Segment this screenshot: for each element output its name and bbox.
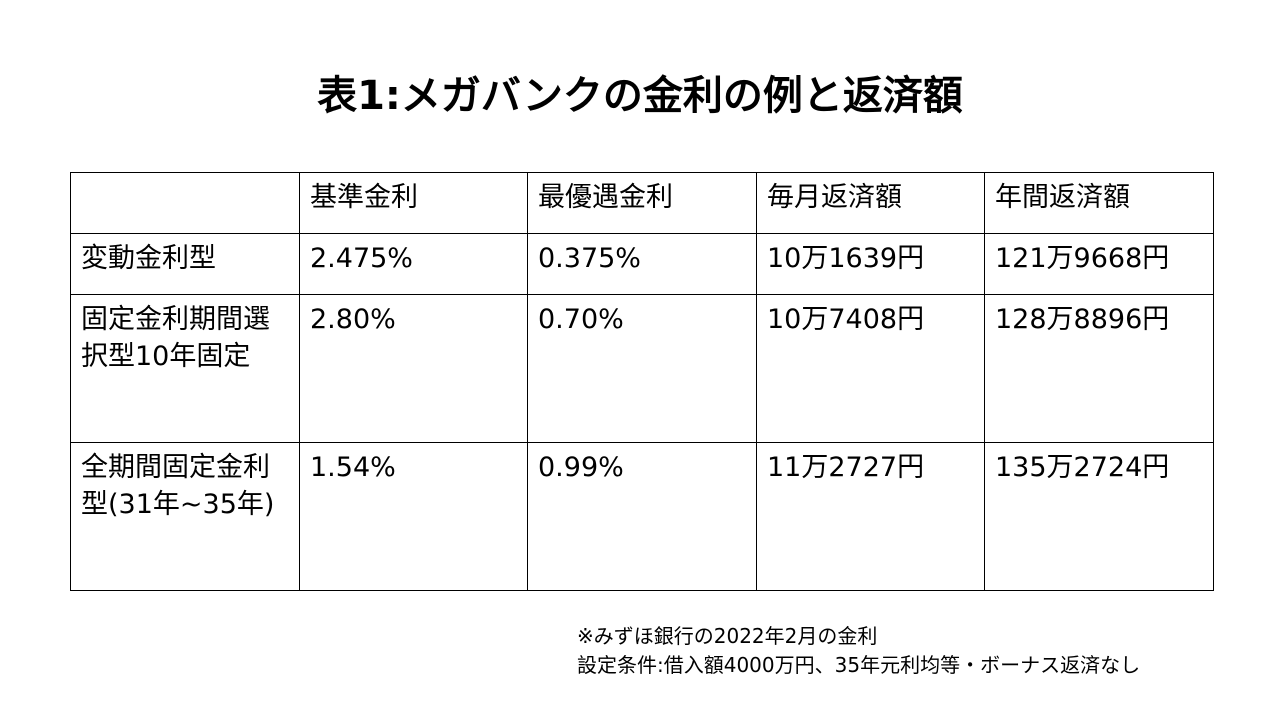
cell-base-rate: 2.80% [299, 294, 528, 443]
header-cell-base-rate: 基準金利 [299, 172, 528, 234]
header-cell-annual: 年間返済額 [984, 172, 1214, 234]
cell-base-rate: 2.475% [299, 233, 528, 295]
table-row: 変動金利型 2.475% 0.375% 10万1639円 121万9668円 [70, 233, 1214, 295]
rate-table: 基準金利 最優遇金利 毎月返済額 年間返済額 変動金利型 2.475% 0.37… [70, 172, 1214, 591]
cell-rate-type: 全期間固定金利型(31年~35年) [70, 442, 300, 591]
page-title: 表1:メガバンクの金利の例と返済額 [317, 73, 963, 119]
header-cell-best-rate: 最優遇金利 [527, 172, 757, 234]
table-row: 固定金利期間選択型10年固定 2.80% 0.70% 10万7408円 128万… [70, 294, 1214, 443]
footnote-source: ※みずほ銀行の2022年2月の金利 [577, 624, 878, 648]
footnote: ※みずほ銀行の2022年2月の金利 設定条件:借入額4000万円、35年元利均等… [577, 622, 1140, 680]
cell-best-rate: 0.70% [527, 294, 757, 443]
cell-monthly-payment: 10万1639円 [756, 233, 985, 295]
cell-monthly-payment: 10万7408円 [756, 294, 985, 443]
cell-rate-type: 固定金利期間選択型10年固定 [70, 294, 300, 443]
table-header-row: 基準金利 最優遇金利 毎月返済額 年間返済額 [70, 172, 1214, 234]
cell-base-rate: 1.54% [299, 442, 528, 591]
cell-monthly-payment: 11万2727円 [756, 442, 985, 591]
cell-best-rate: 0.99% [527, 442, 757, 591]
cell-annual-payment: 128万8896円 [984, 294, 1214, 443]
table-row: 全期間固定金利型(31年~35年) 1.54% 0.99% 11万2727円 1… [70, 442, 1214, 591]
header-cell-monthly: 毎月返済額 [756, 172, 985, 234]
footnote-conditions: 設定条件:借入額4000万円、35年元利均等・ボーナス返済なし [577, 653, 1141, 677]
cell-rate-type: 変動金利型 [70, 233, 300, 295]
cell-best-rate: 0.375% [527, 233, 757, 295]
cell-annual-payment: 121万9668円 [984, 233, 1214, 295]
header-cell-empty [70, 172, 300, 234]
cell-annual-payment: 135万2724円 [984, 442, 1214, 591]
